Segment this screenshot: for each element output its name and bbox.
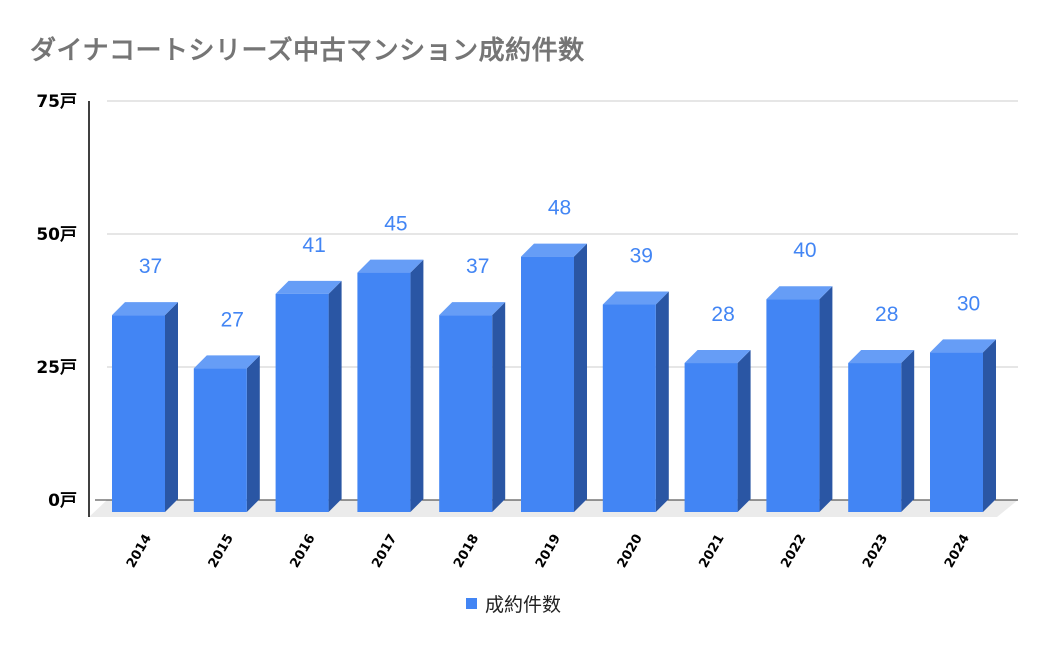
bar-side [574,243,587,512]
bar-top [521,243,587,257]
y-tick-label: 75戸 [36,92,77,112]
data-label: 41 [302,234,325,257]
bar-top [112,302,178,316]
x-tick-label: 2020 [615,532,646,571]
bar-front [112,315,165,512]
bar-side [983,339,996,512]
bar-front [930,352,983,512]
bar-front [848,363,902,512]
bar-front [439,315,493,512]
bar-front [357,272,411,512]
bar-front [275,293,329,512]
legend-label: 成約件数 [485,594,562,616]
legend-swatch [466,598,477,609]
bar-side [901,350,915,512]
bar-top [848,350,915,364]
data-label: 48 [548,197,571,220]
x-tick-label: 2021 [697,532,728,571]
bar-top [930,339,996,353]
x-tick-label: 2016 [288,532,319,571]
x-tick-label: 2023 [860,532,891,571]
bar-top [275,280,342,294]
bar-side [410,259,424,512]
y-tick-label: 25戸 [36,358,77,378]
x-tick-label: 2018 [451,532,482,571]
bar-top [439,302,506,316]
bar-side [655,291,669,512]
bar-top [766,286,833,300]
bar-side [492,302,506,512]
bar-front [602,304,656,512]
bar-side [737,350,751,512]
y-tick-label: 0戸 [48,491,77,511]
bar-front [193,368,247,512]
x-tick-label: 2017 [369,532,400,571]
legend: 成約件数 [466,590,561,617]
x-tick-label: 2019 [533,532,564,571]
bar-front [521,256,574,512]
bar-top [357,259,424,273]
bar-top [602,291,669,305]
bar-front [766,299,820,512]
x-tick-label: 2014 [124,532,155,571]
data-label: 39 [630,245,653,268]
bar-side [165,302,178,512]
chart-title: ダイナコートシリーズ中古マンション成約件数 [30,36,585,66]
data-label: 37 [139,255,162,278]
bar-top [684,350,751,364]
data-label: 37 [466,255,489,278]
data-label: 27 [221,308,244,331]
y-tick-label: 50戸 [36,225,77,245]
bar-side [328,280,342,512]
x-tick-label: 2015 [206,532,237,571]
data-label: 28 [711,303,734,326]
bar-side [246,355,260,512]
data-label: 30 [957,292,980,315]
data-label: 40 [793,239,816,262]
bar-side [819,286,833,512]
x-tick-label: 2024 [942,532,973,571]
data-label: 45 [384,213,407,236]
data-label: 28 [875,303,898,326]
x-tick-label: 2022 [778,532,809,571]
bar-front [684,363,738,512]
bar-top [193,355,260,369]
